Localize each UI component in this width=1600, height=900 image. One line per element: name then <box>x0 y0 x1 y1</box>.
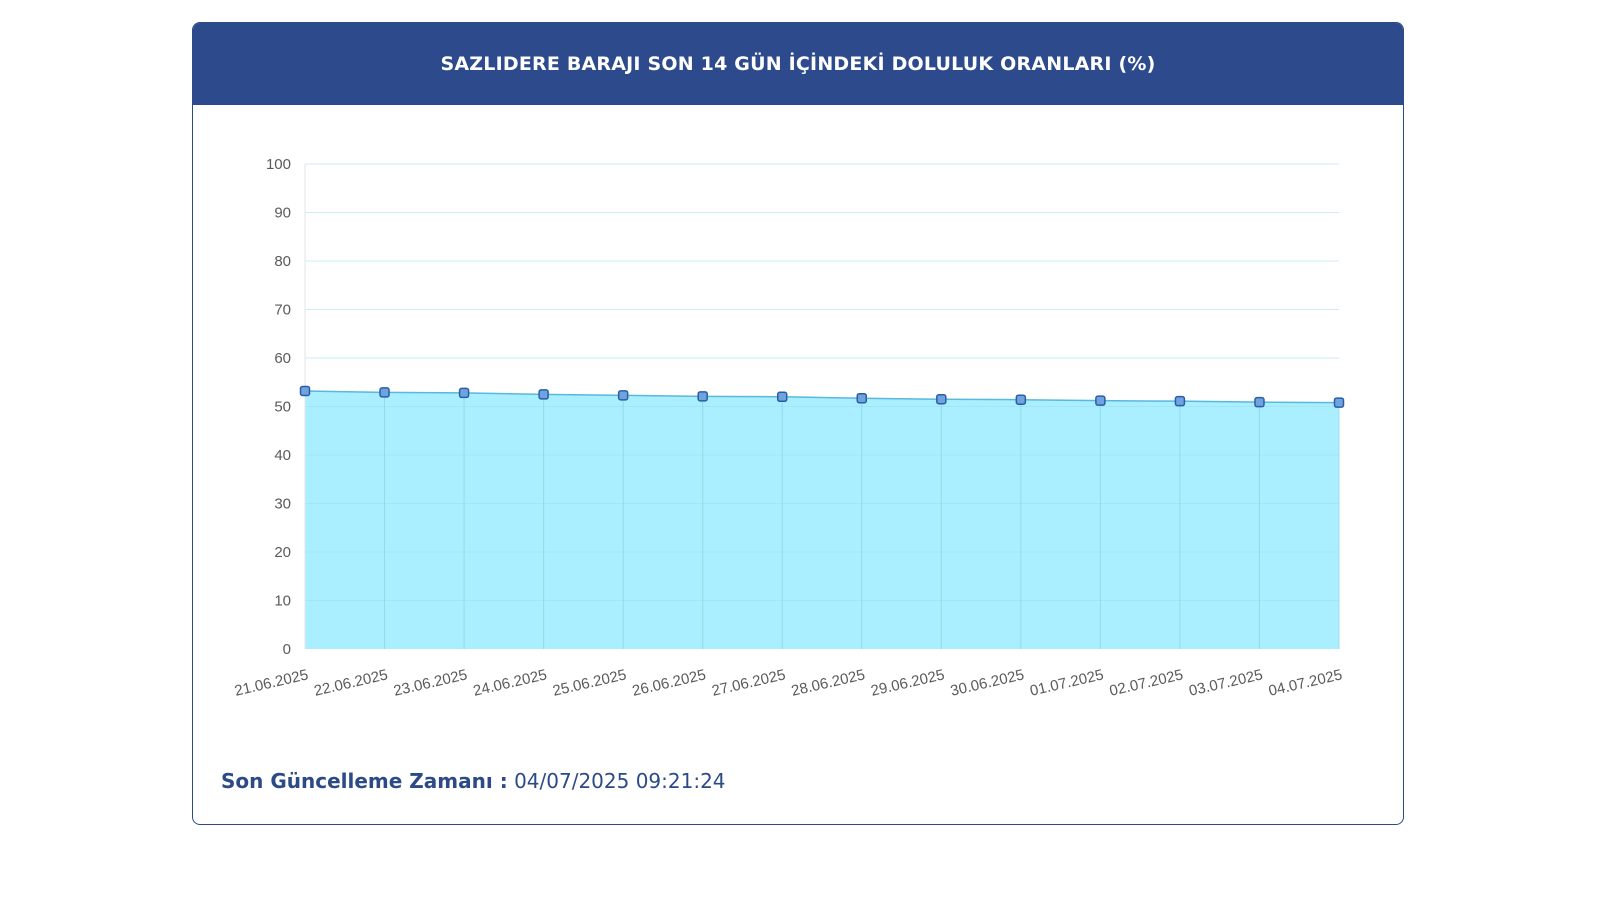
data-point <box>538 389 549 400</box>
x-tick-label: 24.06.2025 <box>472 666 549 699</box>
data-point <box>936 393 947 405</box>
x-tick-label: 03.07.2025 <box>1187 666 1264 699</box>
chart-title: SAZLIDERE BARAJI SON 14 GÜN İÇİNDEKİ DOL… <box>440 53 1156 75</box>
x-tick-label: 30.06.2025 <box>949 666 1026 699</box>
data-point <box>1015 394 1027 405</box>
x-tick-label: 25.06.2025 <box>551 666 628 699</box>
data-point <box>1333 397 1345 408</box>
x-tick-label: 29.06.2025 <box>869 666 946 699</box>
data-point <box>856 393 868 404</box>
y-tick-label: 60 <box>274 350 291 367</box>
x-tick-label: 02.07.2025 <box>1108 666 1185 699</box>
card-header: SAZLIDERE BARAJI SON 14 GÜN İÇİNDEKİ DOL… <box>193 23 1403 105</box>
x-tick-label: 23.06.2025 <box>392 666 469 699</box>
y-tick-label: 70 <box>274 302 291 319</box>
x-tick-label: 26.06.2025 <box>631 666 708 699</box>
x-tick-label: 27.06.2025 <box>710 666 787 699</box>
y-tick-label: 90 <box>274 205 291 222</box>
data-point <box>1095 395 1106 406</box>
data-point <box>1254 396 1265 408</box>
series-line <box>304 390 1340 404</box>
data-point <box>458 387 470 399</box>
last-update-label: Son Güncelleme Zamanı : <box>221 769 508 793</box>
y-tick-label: 30 <box>274 496 291 513</box>
area-fill <box>305 390 1339 649</box>
x-tick-label: 22.06.2025 <box>312 666 389 699</box>
data-point <box>697 391 708 402</box>
doluluk-chart: 0 10 20 30 40 50 60 70 80 90 100 21.06.2025 22.06.20… <box>233 156 1345 700</box>
y-tick-label: 20 <box>274 544 291 561</box>
y-tick-label: 0 <box>283 641 291 658</box>
x-tick-label: 28.06.2025 <box>790 666 867 699</box>
data-point <box>379 387 390 398</box>
x-tick-label: 21.06.2025 <box>233 666 310 699</box>
chart-card: SAZLIDERE BARAJI SON 14 GÜN İÇİNDEKİ DOL… <box>192 22 1404 825</box>
y-tick-label: 50 <box>274 399 291 416</box>
y-tick-label: 10 <box>274 593 291 610</box>
data-point <box>617 390 629 401</box>
y-tick-label: 80 <box>274 253 291 270</box>
x-tick-label: 04.07.2025 <box>1267 666 1344 699</box>
data-point <box>299 385 311 397</box>
data-point <box>776 391 788 403</box>
x-tick-label: 01.07.2025 <box>1028 666 1105 699</box>
data-point <box>1174 395 1186 407</box>
y-tick-label: 100 <box>266 156 291 173</box>
last-update-value: 04/07/2025 09:21:24 <box>514 769 726 793</box>
last-update: Son Güncelleme Zamanı : 04/07/2025 09:21… <box>221 769 726 793</box>
y-tick-label: 40 <box>274 447 291 464</box>
chart-area: 0 10 20 30 40 50 60 70 80 90 100 21.06.2025 22.06.20… <box>193 105 1403 745</box>
